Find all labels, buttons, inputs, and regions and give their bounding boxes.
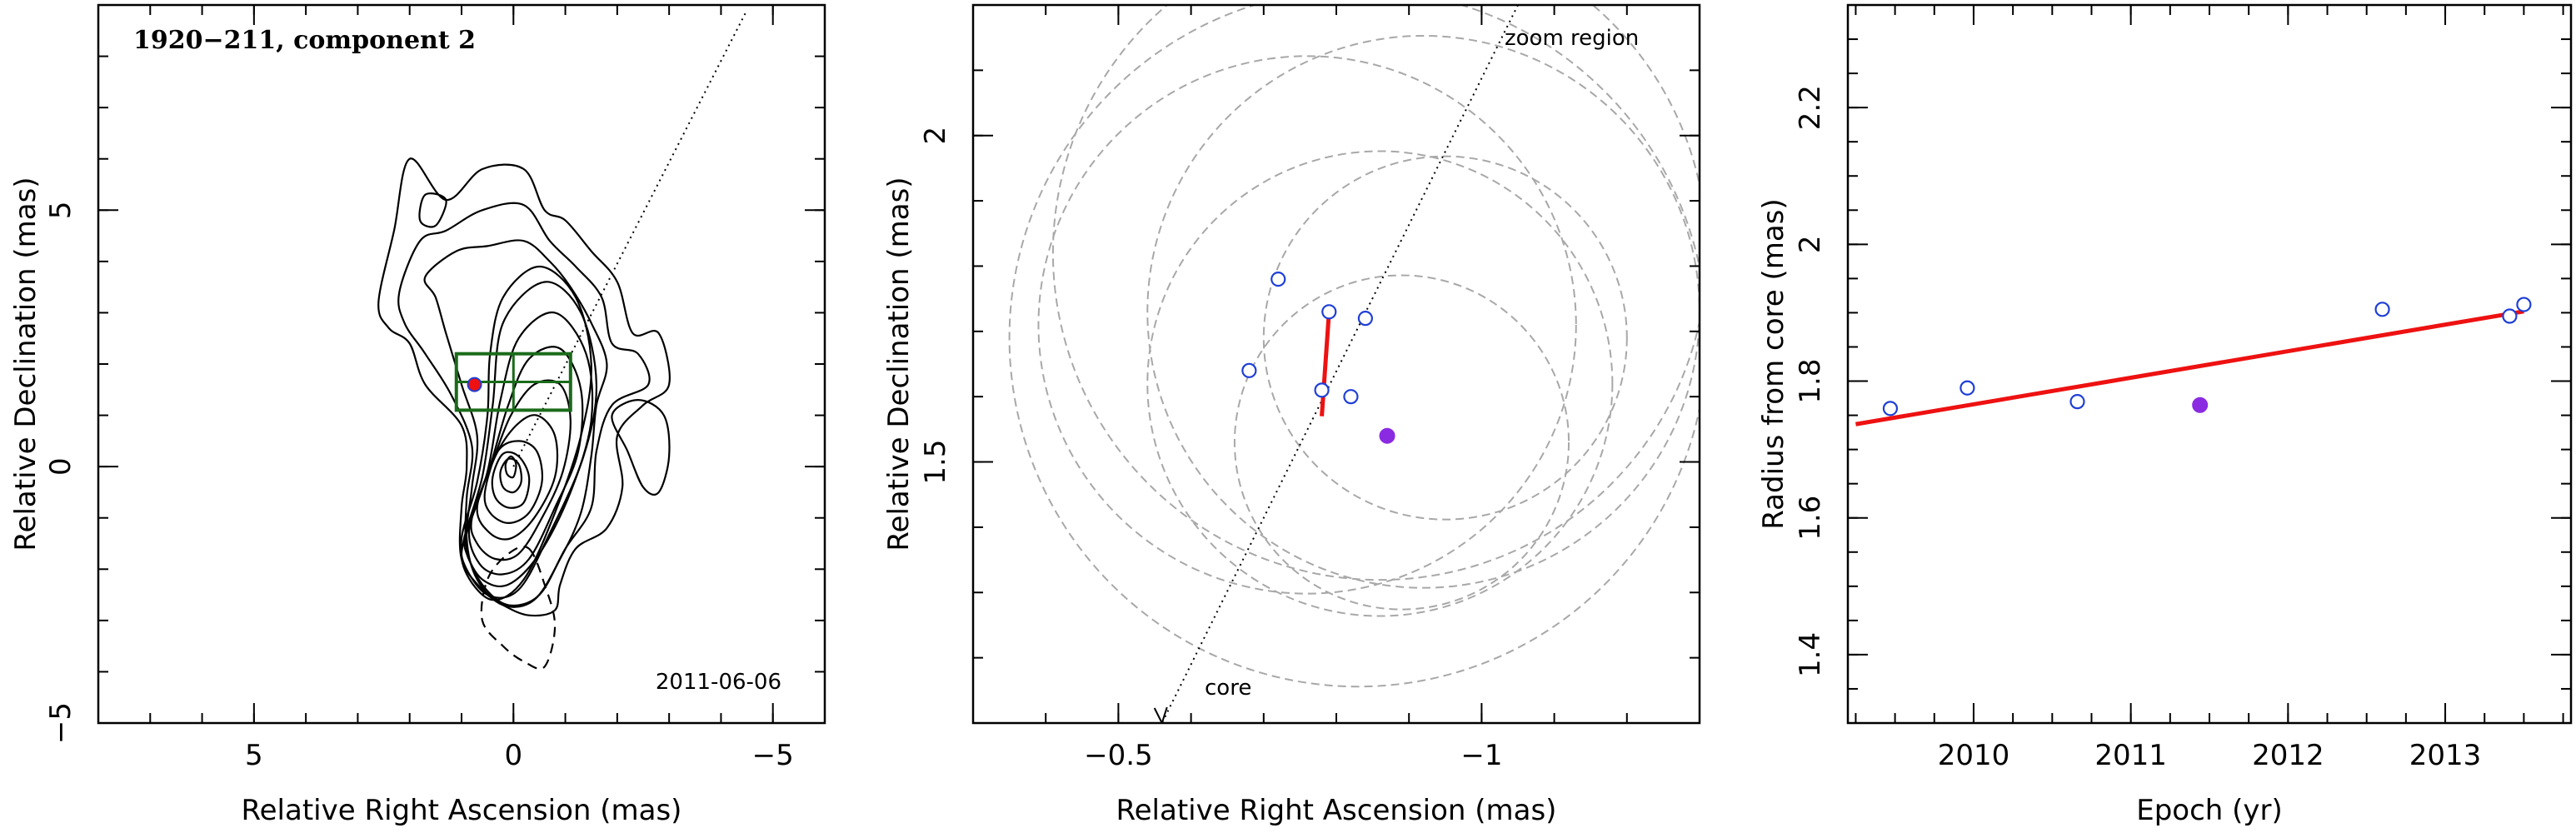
zoom-y-tick-label: 2 [919,127,952,145]
radius-panel: 2010 2011 2012 2013 1.4 1.6 1.8 2 2.2 Epoch (yr)… [1757,3,2573,827]
radius-y-tick-label: 2 [1794,236,1827,254]
radius-panel-ticks: 2010 2011 2012 2013 1.4 1.6 1.8 2 2.2 [1794,4,2571,772]
contour-panel-x-axis-label: Relative Right Ascension (mas) [242,794,682,827]
zoom-plot-area [1008,5,1700,723]
radius-fit-line [1855,309,2524,426]
contour-x-tick-label: −5 [752,739,794,772]
position-point [1357,311,1373,327]
radius-y-tick-label: 1.6 [1794,496,1827,541]
radius-y-tick-label: 1.4 [1794,632,1827,677]
error-circle [1233,274,1570,611]
contour-level [499,457,523,494]
radius-point [1882,401,1899,416]
contour-panel-y-axis-label: Relative Declination (mas) [9,177,42,551]
contour-island [418,192,447,228]
contour-y-tick-label: 0 [44,457,77,476]
core-arrowhead [1153,706,1168,723]
contour-plot-area [377,9,748,671]
radius-point-highlight [2192,397,2209,413]
radius-y-tick-label: 1.8 [1794,358,1827,403]
zoom-panel-y-axis-label: Relative Declination (mas) [882,177,916,551]
contour-panel-ticks: 5 0 −5 −5 0 5 [44,4,826,772]
radius-point [2069,394,2085,410]
contour-x-tick-label: 0 [504,739,522,772]
contour-level [460,265,592,601]
contour-x-tick-label: 5 [245,739,263,772]
radius-x-tick-label: 2013 [2409,739,2482,772]
radius-panel-y-axis-label: Radius from core (mas) [1757,198,1790,529]
position-point [1314,382,1330,398]
core-direction-label: core [1205,676,1251,701]
component-marker [467,377,482,392]
radius-panel-x-axis-label: Epoch (yr) [2136,794,2283,827]
position-point [1321,304,1337,320]
contour-level [467,346,584,576]
zoom-x-tick-label: −0.5 [1084,739,1153,772]
error-circle [1146,35,1700,589]
error-circle [1052,5,1700,581]
error-circle [1037,55,1577,595]
contour-level [491,451,531,509]
zoom-panel-ticks: −0.5 −1 1.5 2 [919,4,1700,772]
error-circle [1262,155,1628,521]
zoom-region-label: zoom region [1505,26,1639,51]
position-point-highlight [1379,427,1395,444]
contour-level [476,414,559,541]
core-direction-line [512,9,748,467]
zoom-panel-x-axis-label: Relative Right Ascension (mas) [1116,794,1557,827]
contour-panel-frame [97,3,826,725]
radius-x-tick-label: 2010 [1938,739,2010,772]
core-direction-line [1161,5,1519,723]
zoom-plot-clip [1008,5,1700,723]
zoom-panel-frame [971,3,1701,725]
contour-level [504,455,517,479]
radius-point [2502,308,2518,324]
contour-level [470,379,572,561]
contour-y-tick-label: 5 [44,201,77,219]
zoom-y-tick-label: 1.5 [919,440,952,485]
error-circle [1008,5,1700,688]
contour-panel-title: 1920−211, component 2 [133,26,476,55]
position-point [1343,389,1359,405]
radius-point [2374,302,2390,317]
radius-y-tick-label: 2.2 [1794,85,1827,130]
error-circle [1146,150,1614,617]
negative-contour [480,546,557,671]
contour-y-tick-label: −5 [44,702,77,744]
radius-point [1959,380,1975,396]
trajectory-fit-line [1320,312,1331,416]
contour-level [423,239,608,608]
contour-panel: 5 0 −5 −5 0 5 1920−211, component 2 2011-06-0… [9,3,826,827]
contour-level [397,202,651,607]
radius-point [2516,297,2532,312]
zoom-x-tick-label: −1 [1460,739,1502,772]
zoom-panel: −0.5 −1 1.5 2 zoom region core Relative Rig… [882,3,1701,827]
radius-x-tick-label: 2011 [2094,739,2167,772]
contour-level [463,312,594,587]
position-point [1271,272,1286,287]
contour-level [483,440,543,525]
contour-level [377,157,671,617]
contour-panel-date-label: 2011-06-06 [656,670,781,695]
position-point [1241,362,1257,378]
contour-island [611,398,671,496]
radius-x-tick-label: 2012 [2252,739,2324,772]
radius-plot-area [1855,297,2532,426]
